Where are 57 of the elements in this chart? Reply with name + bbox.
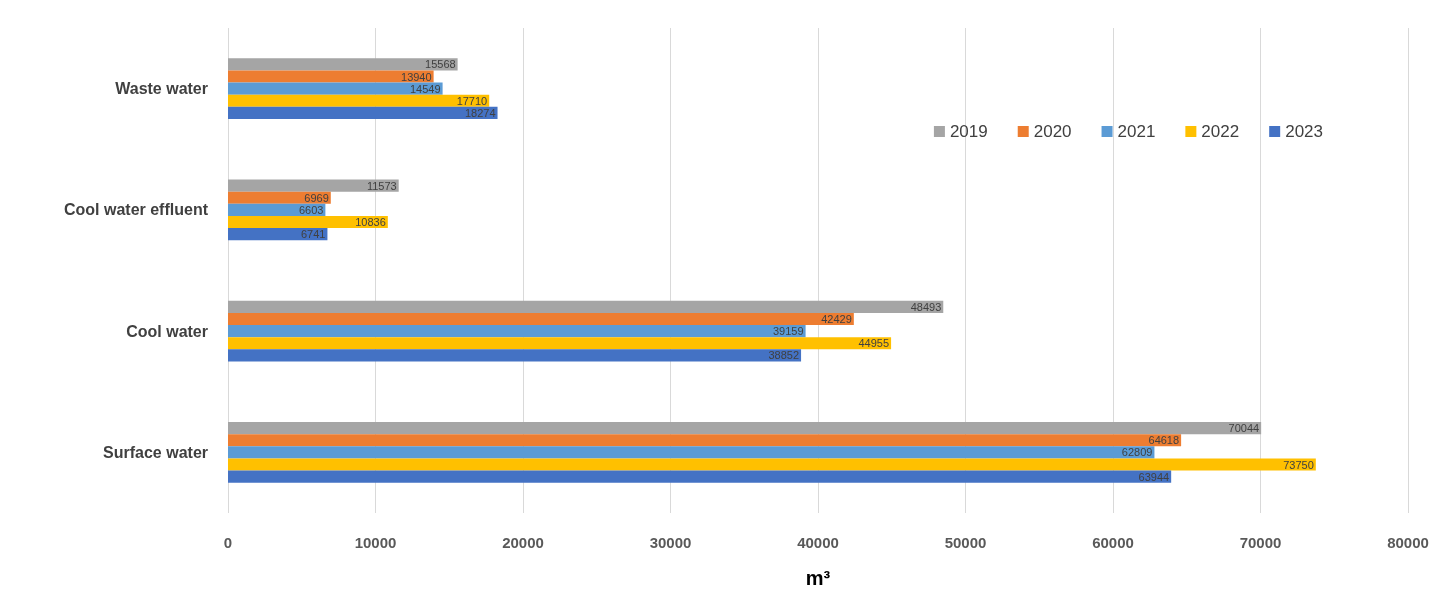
x-tick-label: 80000 [1387,534,1429,551]
legend-label: 2019 [949,122,988,141]
data-label: 73750 [1283,458,1314,471]
data-label: 38852 [768,349,800,362]
data-label: 15568 [425,58,456,71]
legend-label: 2021 [1117,122,1156,141]
bar [228,422,1262,435]
data-label: 14549 [410,82,441,95]
legend-label: 2023 [1285,122,1324,141]
bar [228,228,328,241]
bar [228,70,434,83]
data-label: 17710 [456,94,488,107]
data-label: 70044 [1228,422,1260,435]
data-label: 6741 [300,228,326,241]
y-tick-label: Waste water [115,80,208,98]
bar [228,325,806,338]
data-label: 18274 [464,106,496,119]
bar [228,312,854,326]
data-label: 11573 [366,179,397,192]
x-tick-label: 20000 [502,534,544,551]
legend-label: 2020 [1033,122,1072,141]
data-label: 6603 [298,203,324,216]
x-axis-title: m³ [805,567,831,589]
bar [228,82,443,95]
x-tick-label: 30000 [649,534,692,551]
data-label: 64618 [1148,434,1180,447]
bar [228,470,1172,483]
data-label: 62809 [1121,446,1153,459]
bar [228,337,892,350]
x-tick-label: 0 [223,534,233,551]
bar [228,458,1316,471]
x-tick-label: 40000 [797,534,839,551]
data-label: 48493 [910,300,942,313]
data-label: 63944 [1138,470,1170,483]
x-tick-label: 10000 [354,534,397,551]
data-label: 44955 [858,337,890,350]
bar [228,179,399,192]
y-tick-label: Cool water [126,322,208,340]
bar [228,446,1155,459]
data-label: 39159 [773,325,804,338]
bar [228,106,498,119]
x-tick-label: 60000 [1092,534,1134,551]
x-tick-label: 50000 [944,534,987,551]
bar [228,58,458,71]
x-tick-label: 70000 [1239,534,1282,551]
data-label: 10836 [355,216,386,228]
bar [228,434,1182,447]
legend-label: 2022 [1201,122,1240,141]
y-tick-label: Cool water effluent [63,201,209,219]
data-label: 42429 [821,313,852,325]
bar [228,300,944,313]
data-label: 6969 [304,191,329,204]
data-label: 13940 [401,70,432,83]
y-tick-label: Surface water [103,443,208,461]
bar [228,349,802,362]
bar [228,94,490,107]
bar [228,215,388,229]
